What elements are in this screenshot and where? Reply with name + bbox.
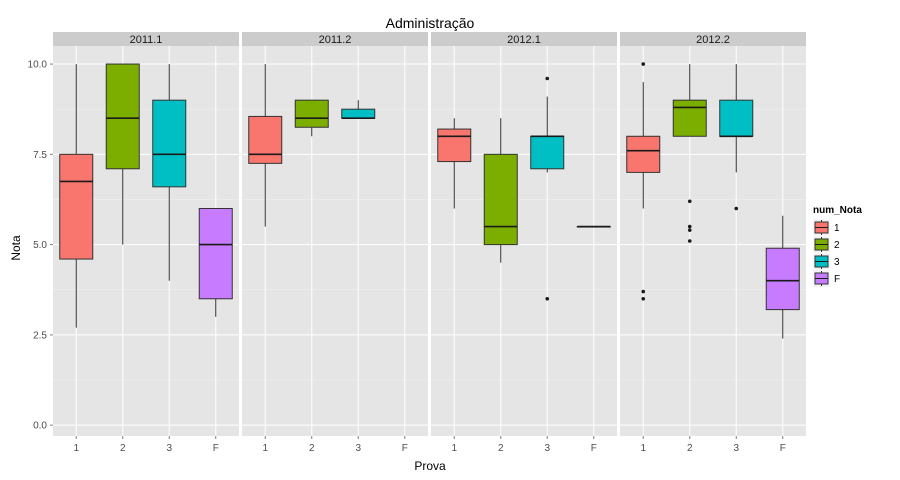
- facet-panels: 2011.1 1 2 3 F 2011.2 1 2 3 F 2012.1 1 2 3 F 2012.2 1 2 3 F: [53, 32, 806, 454]
- box-body: [483, 153, 518, 246]
- y-axis-title: Nota: [9, 235, 23, 261]
- x-tick-label: 3: [166, 443, 172, 454]
- box-body: [198, 208, 233, 300]
- legend-title: num_Nota: [813, 205, 862, 216]
- x-tick-label: 3: [355, 443, 361, 454]
- facet-strip-label: 2011.1: [130, 34, 163, 46]
- x-tick-label: 2: [498, 443, 504, 454]
- box-2012.2-3: [719, 64, 754, 211]
- outlier-point: [641, 296, 646, 301]
- x-tick-label: F: [213, 443, 219, 454]
- x-tick-label: 1: [262, 443, 268, 454]
- outlier-point: [687, 224, 692, 229]
- y-tick-label: 2.5: [33, 330, 47, 341]
- panel-background: [431, 46, 617, 436]
- box-2011.2-2: [294, 99, 329, 137]
- x-tick-label: F: [402, 443, 408, 454]
- facet-strip: [242, 32, 428, 46]
- outlier-point: [545, 76, 550, 81]
- box-2011.2-1: [248, 64, 283, 227]
- box-body: [105, 63, 140, 170]
- facet-strip-label: 2011.2: [319, 34, 352, 46]
- outlier-point: [687, 228, 692, 232]
- legend-label: 3: [834, 257, 840, 268]
- facet-panel-2011.1: 2011.1 1 2 3 F: [53, 32, 239, 454]
- facet-strip-label: 2012.2: [696, 34, 730, 46]
- box-body: [437, 128, 472, 163]
- box-2012.2-F: [765, 215, 800, 339]
- box-2011.2-3: [341, 100, 376, 120]
- x-tick-label: F: [591, 443, 597, 454]
- x-tick-label: 3: [733, 443, 739, 454]
- y-tick-label: 10.0: [28, 60, 48, 71]
- x-tick-label: 1: [73, 443, 79, 454]
- facet-strip: [620, 32, 806, 46]
- y-axis: 0.0 2.5 5.0 7.5 10.0: [28, 60, 53, 432]
- facet-strip: [53, 32, 239, 46]
- box-body: [672, 99, 707, 137]
- legend-label: F: [834, 274, 840, 285]
- box-body: [530, 135, 565, 170]
- legend-item-2: 2: [812, 235, 840, 254]
- box-body: [765, 247, 800, 311]
- box-2012.1-3: [530, 76, 565, 301]
- chart-title: Administração: [386, 15, 475, 31]
- box-2012.2-2: [672, 64, 707, 243]
- box-2012.2-1: [626, 62, 661, 301]
- y-tick-label: 7.5: [33, 150, 47, 161]
- legend-label: 1: [834, 223, 840, 234]
- legend-item-3: 3: [812, 252, 840, 271]
- box-body: [294, 99, 329, 128]
- x-axis-title: Prova: [414, 459, 446, 473]
- box-2012.1-1: [437, 118, 472, 209]
- facet-panel-2011.2: 2011.2 1 2 3 F: [242, 32, 428, 454]
- legend-item-1: 1: [812, 218, 840, 237]
- facet-strip: [431, 32, 617, 46]
- box-2011.1-F: [198, 208, 233, 317]
- facet-panel-2012.1: 2012.1 1 2 3 F: [431, 32, 617, 454]
- outlier-point: [545, 296, 550, 301]
- box-body: [341, 108, 376, 119]
- outlier-point: [687, 239, 692, 243]
- outlier-point: [641, 289, 646, 294]
- y-tick-label: 5.0: [33, 240, 47, 251]
- outlier-point: [687, 199, 692, 204]
- panel-background: [242, 46, 428, 436]
- box-2011.1-1: [59, 64, 94, 328]
- legend: num_Nota 1 2 3 F: [812, 205, 862, 288]
- x-tick-label: F: [780, 443, 786, 454]
- outlier-point: [641, 62, 646, 66]
- outlier-point: [734, 206, 739, 211]
- panel-background: [620, 46, 806, 436]
- legend-label: 2: [834, 240, 840, 251]
- box-body: [626, 135, 661, 173]
- box-body: [152, 99, 187, 188]
- x-tick-label: 1: [640, 443, 646, 454]
- box-2011.1-2: [105, 63, 140, 245]
- box-body: [719, 99, 754, 137]
- x-tick-label: 3: [544, 443, 550, 454]
- facet-strip-label: 2012.1: [507, 34, 541, 46]
- box-2012.1-F: [576, 225, 611, 228]
- box-2011.1-3: [152, 64, 187, 281]
- y-tick-label: 0.0: [33, 421, 47, 432]
- box-body: [248, 115, 283, 164]
- x-tick-label: 2: [120, 443, 126, 454]
- legend-item-F: F: [812, 269, 840, 288]
- box-body: [59, 153, 94, 260]
- facet-panel-2012.2: 2012.2 1 2 3 F: [620, 32, 806, 454]
- x-tick-label: 2: [687, 443, 693, 454]
- x-tick-label: 1: [451, 443, 457, 454]
- box-2012.1-2: [483, 118, 518, 263]
- x-tick-label: 2: [309, 443, 315, 454]
